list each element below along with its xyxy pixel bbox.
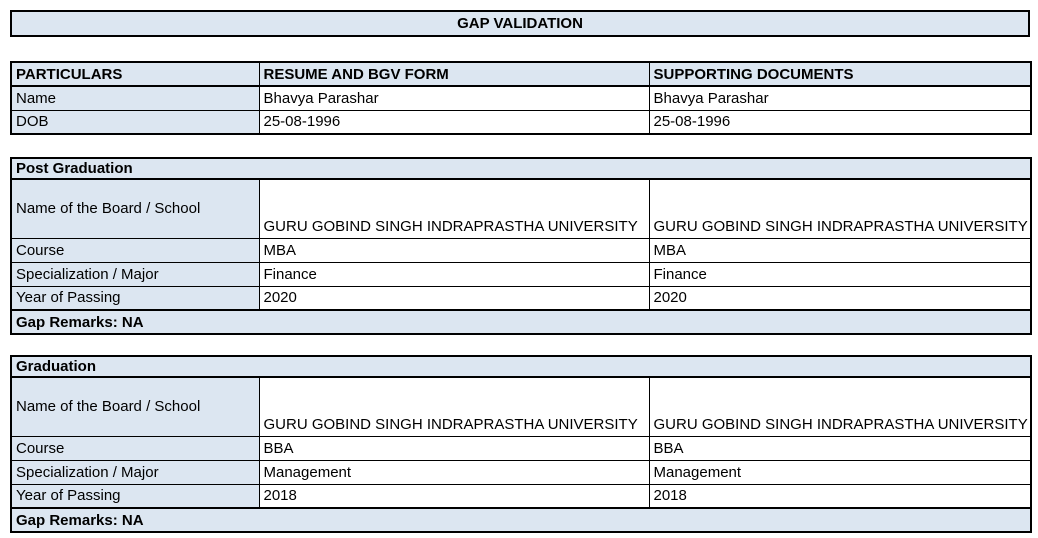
table-row-year: Year of Passing 2018 2018 — [10, 483, 1032, 509]
table-row-specialization: Specialization / Major Finance Finance — [10, 261, 1032, 287]
table-row-specialization: Specialization / Major Management Manage… — [10, 459, 1032, 485]
table-row-dob: DOB 25-08-1996 25-08-1996 — [10, 109, 1032, 135]
gr-specialization-label: Specialization / Major — [10, 459, 260, 485]
gr-board-label: Name of the Board / School — [10, 376, 260, 437]
pg-course-label: Course — [10, 237, 260, 263]
dob-label: DOB — [10, 109, 260, 135]
pg-specialization-supporting-value: Finance — [648, 261, 1032, 287]
table-row-year: Year of Passing 2020 2020 — [10, 285, 1032, 311]
pg-board-resume-value: GURU GOBIND SINGH INDRAPRASTHA UNIVERSIT… — [258, 178, 650, 239]
pg-specialization-label: Specialization / Major — [10, 261, 260, 287]
pg-year-label: Year of Passing — [10, 285, 260, 311]
pg-year-supporting-value: 2020 — [648, 285, 1032, 311]
section-title-graduation: Graduation — [10, 355, 1032, 378]
gr-specialization-supporting-value: Management — [648, 459, 1032, 485]
column-header-resume-bgv: RESUME AND BGV FORM — [258, 61, 650, 87]
personal-info-table: PARTICULARS RESUME AND BGV FORM SUPPORTI… — [10, 61, 1032, 135]
document-title: GAP VALIDATION — [10, 10, 1030, 37]
pg-course-supporting-value: MBA — [648, 237, 1032, 263]
section-title-post-graduation: Post Graduation — [10, 157, 1032, 180]
table-row-course: Course MBA MBA — [10, 237, 1032, 263]
table-row-board: Name of the Board / School GURU GOBIND S… — [10, 376, 1032, 437]
table-row-course: Course BBA BBA — [10, 435, 1032, 461]
pg-year-resume-value: 2020 — [258, 285, 650, 311]
pg-gap-remarks: Gap Remarks: NA — [10, 309, 1032, 335]
gr-board-resume-value: GURU GOBIND SINGH INDRAPRASTHA UNIVERSIT… — [258, 376, 650, 437]
section-header-row: Post Graduation — [10, 157, 1032, 180]
pg-specialization-resume-value: Finance — [258, 261, 650, 287]
gr-course-label: Course — [10, 435, 260, 461]
column-header-supporting-docs: SUPPORTING DOCUMENTS — [648, 61, 1032, 87]
gap-remarks-row: Gap Remarks: NA — [10, 507, 1032, 533]
dob-resume-value: 25-08-1996 — [258, 109, 650, 135]
table-row-name: Name Bhavya Parashar Bhavya Parashar — [10, 85, 1032, 111]
gr-specialization-resume-value: Management — [258, 459, 650, 485]
gr-year-resume-value: 2018 — [258, 483, 650, 509]
pg-board-label: Name of the Board / School — [10, 178, 260, 239]
post-graduation-table: Post Graduation Name of the Board / Scho… — [10, 157, 1033, 335]
gr-gap-remarks: Gap Remarks: NA — [10, 507, 1032, 533]
gr-board-supporting-value: GURU GOBIND SINGH INDRAPRASTHA UNIVERSIT… — [648, 376, 1032, 437]
gr-course-supporting-value: BBA — [648, 435, 1032, 461]
pg-board-supporting-value: GURU GOBIND SINGH INDRAPRASTHA UNIVERSIT… — [648, 178, 1032, 239]
table-row-board: Name of the Board / School GURU GOBIND S… — [10, 178, 1032, 239]
gap-remarks-row: Gap Remarks: NA — [10, 309, 1032, 335]
name-supporting-value: Bhavya Parashar — [648, 85, 1032, 111]
column-header-particulars: PARTICULARS — [10, 61, 260, 87]
gr-course-resume-value: BBA — [258, 435, 650, 461]
graduation-table: Graduation Name of the Board / School GU… — [10, 355, 1033, 533]
gr-year-label: Year of Passing — [10, 483, 260, 509]
section-header-row: Graduation — [10, 355, 1032, 378]
personal-header-row: PARTICULARS RESUME AND BGV FORM SUPPORTI… — [10, 61, 1032, 87]
gr-year-supporting-value: 2018 — [648, 483, 1032, 509]
name-label: Name — [10, 85, 260, 111]
pg-course-resume-value: MBA — [258, 237, 650, 263]
name-resume-value: Bhavya Parashar — [258, 85, 650, 111]
dob-supporting-value: 25-08-1996 — [648, 109, 1032, 135]
